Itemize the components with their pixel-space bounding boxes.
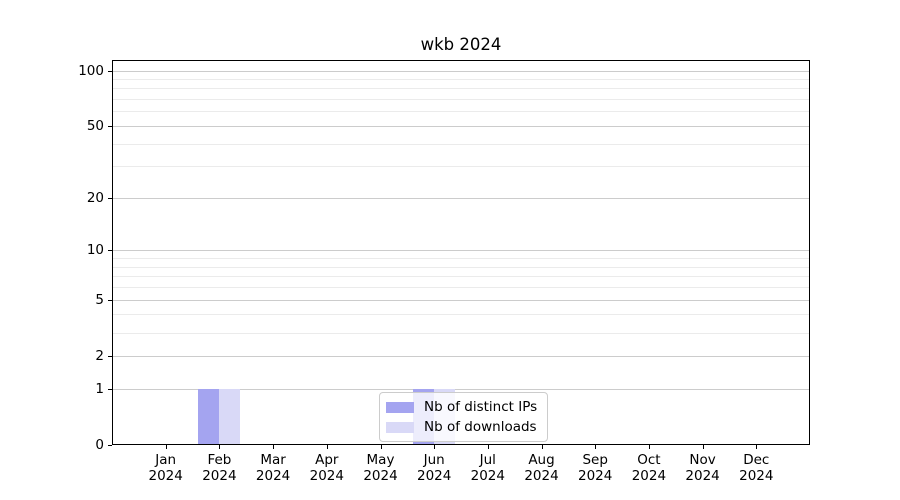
y-axis-tick (108, 355, 112, 357)
y-tick-label: 100 (78, 62, 104, 79)
x-tick-year: 2024 (417, 468, 452, 484)
y-tick-label: 1 (95, 380, 104, 397)
x-axis-tick (434, 445, 436, 449)
y-axis-tick (108, 70, 112, 72)
y-tick-label: 2 (95, 347, 104, 364)
y-gridline-minor (113, 332, 809, 334)
y-tick-label: 20 (86, 190, 104, 206)
x-tick-label: May 2024 (349, 452, 413, 484)
y-gridline-major (113, 388, 809, 390)
y-gridline-minor (113, 314, 809, 316)
y-tick-label: 5 (95, 291, 104, 308)
y-gridline-minor (113, 143, 809, 145)
x-tick-label: Apr 2024 (295, 452, 359, 484)
y-gridline-minor (113, 111, 809, 113)
bar-distinct-ips (198, 388, 220, 444)
y-axis-tick (108, 198, 112, 199)
x-tick-year: 2024 (363, 468, 398, 484)
x-tick-year: 2024 (524, 468, 559, 484)
y-gridline-minor (113, 287, 809, 289)
x-axis-tick (595, 445, 597, 449)
x-tick-year: 2024 (685, 468, 720, 484)
x-axis-tick (756, 445, 758, 449)
x-tick-month: Jul (479, 452, 496, 468)
y-gridline-major (113, 126, 809, 127)
y-gridline-minor (113, 88, 809, 90)
y-gridline-minor (113, 276, 809, 278)
x-tick-label: Oct 2024 (617, 452, 681, 484)
x-tick-year: 2024 (578, 468, 613, 484)
x-tick-year: 2024 (631, 468, 667, 484)
x-tick-month: Aug (528, 452, 555, 468)
y-gridline-minor (113, 266, 809, 268)
y-gridline-minor (113, 166, 809, 168)
y-gridline-minor (113, 79, 809, 80)
x-tick-label: Mar 2024 (241, 452, 305, 484)
legend-swatch (386, 421, 414, 433)
x-axis-tick (273, 445, 275, 449)
bar-downloads (219, 388, 241, 444)
chart-title: wkb 2024 (420, 35, 502, 54)
x-axis-tick (541, 445, 543, 449)
x-axis-tick (165, 445, 167, 449)
x-tick-month: Apr (315, 452, 339, 468)
legend: Nb of distinct IPs Nb of downloads (379, 392, 549, 442)
x-tick-year: 2024 (148, 468, 183, 484)
y-gridline-major (113, 355, 809, 357)
y-gridline-major (113, 299, 809, 301)
x-tick-label: Feb 2024 (187, 452, 251, 484)
x-tick-year: 2024 (739, 468, 774, 484)
x-tick-month: Jan (155, 452, 177, 468)
y-tick-label: 10 (86, 242, 104, 259)
y-gridline-major (113, 70, 809, 72)
x-axis-tick (326, 445, 328, 449)
x-axis-tick (702, 445, 704, 449)
x-tick-month: Sep (582, 452, 608, 468)
y-axis-tick (108, 299, 112, 301)
y-gridline-minor (113, 258, 809, 260)
x-axis-tick (487, 445, 489, 449)
y-axis-tick (108, 126, 112, 127)
y-tick-label: 50 (86, 118, 104, 134)
x-tick-label: Aug 2024 (510, 452, 574, 484)
legend-item: Nb of downloads (386, 419, 537, 435)
x-axis-tick (219, 445, 221, 449)
x-axis-tick (380, 445, 382, 449)
x-tick-label: Jan 2024 (134, 452, 198, 484)
x-tick-month: Feb (207, 452, 232, 468)
x-tick-month: Oct (637, 452, 661, 468)
x-tick-month: Jun (423, 452, 445, 468)
x-tick-label: Dec 2024 (724, 452, 788, 484)
legend-swatch (386, 401, 414, 413)
x-tick-month: Nov (689, 452, 716, 468)
x-tick-label: Sep 2024 (563, 452, 627, 484)
x-tick-label: Jun 2024 (402, 452, 466, 484)
y-gridline-major (113, 198, 809, 199)
x-tick-year: 2024 (309, 468, 344, 484)
y-axis-tick (108, 250, 112, 252)
x-tick-label: Jul 2024 (456, 452, 520, 484)
x-tick-month: May (366, 452, 395, 468)
legend-label: Nb of downloads (424, 419, 537, 435)
y-gridline-minor (113, 99, 809, 101)
legend-item: Nb of distinct IPs (386, 399, 537, 415)
y-axis-tick (108, 445, 112, 446)
x-tick-label: Nov 2024 (671, 452, 735, 484)
x-axis-tick (648, 445, 650, 449)
y-axis-tick (108, 388, 112, 390)
x-tick-month: Dec (743, 452, 770, 468)
y-gridline-major (113, 250, 809, 252)
x-tick-year: 2024 (255, 468, 291, 484)
y-tick-label: 0 (95, 437, 104, 453)
x-tick-year: 2024 (202, 468, 237, 484)
x-tick-month: Mar (260, 452, 286, 468)
x-tick-year: 2024 (470, 468, 505, 484)
legend-label: Nb of distinct IPs (424, 399, 538, 415)
